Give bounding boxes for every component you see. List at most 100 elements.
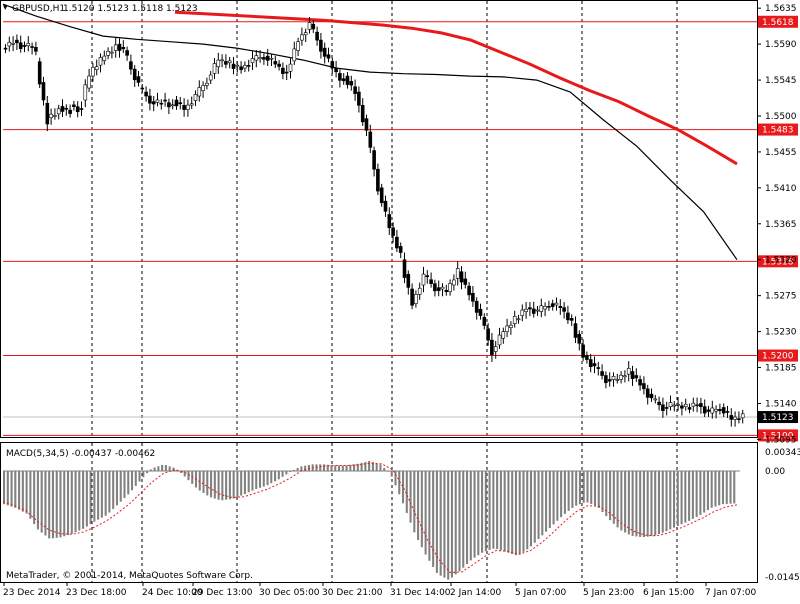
macd-bar-52 [198, 471, 201, 491]
candle-body-63 [243, 65, 247, 69]
candle-body-13 [53, 115, 57, 117]
candle-body-159 [607, 379, 612, 382]
candle-body-54 [208, 74, 213, 81]
candle-body-65 [250, 58, 255, 64]
candle-body-26 [102, 55, 107, 61]
macd-bar-104 [394, 471, 397, 486]
macd-bar-19 [74, 471, 77, 533]
macd-bar-36 [138, 471, 141, 482]
chart-menu-icon[interactable]: ▾ [3, 3, 8, 13]
macd-bar-48 [183, 471, 186, 477]
candle-body-95 [364, 118, 369, 131]
macd-bar-72 [274, 471, 277, 482]
macd-bar-6 [25, 471, 28, 514]
macd-bar-4 [18, 471, 21, 510]
x-tick-label-2: 24 Dec 10:00 [142, 588, 203, 598]
macd-bar-45 [172, 467, 175, 471]
candle-body-49 [189, 103, 194, 106]
macd-bar-17 [66, 471, 70, 536]
macd-bar-120 [454, 471, 457, 575]
macd-bar-37 [142, 471, 145, 478]
macd-bar-155 [586, 471, 589, 503]
candle-body-72 [277, 63, 281, 67]
candle-body-94 [360, 105, 365, 123]
candle-body-194 [740, 413, 745, 419]
macd-bar-144 [545, 471, 548, 532]
macd-bar-108 [409, 471, 412, 523]
candle-body-157 [600, 371, 604, 376]
macd-bar-132 [499, 471, 502, 551]
macd-bar-40 [153, 467, 156, 471]
candle-body-32 [125, 50, 129, 56]
macd-bar-142 [537, 471, 540, 539]
candle-body-162 [619, 374, 623, 380]
macd-bar-12 [48, 471, 51, 539]
candle-body-138 [528, 307, 532, 310]
candle-body-142 [543, 306, 547, 310]
macd-bar-56 [213, 471, 216, 499]
macd-bar-133 [503, 471, 506, 552]
candle-body-105 [402, 259, 407, 278]
candle-body-119 [455, 268, 460, 279]
macd-bar-100 [379, 464, 382, 471]
macd-bar-106 [401, 471, 405, 504]
candle-body-148 [566, 312, 570, 321]
macd-bar-39 [149, 469, 152, 471]
candle-body-4 [18, 42, 23, 49]
macd-bar-77 [292, 469, 295, 471]
candle-body-6 [26, 43, 31, 47]
y-tick-label-8: 1.5275 [765, 292, 797, 302]
macd-bar-18 [70, 471, 73, 534]
candle-body-43 [167, 102, 171, 108]
macd-bar-111 [420, 471, 423, 548]
candle-body-20 [79, 108, 84, 110]
macd-bar-90 [341, 465, 344, 471]
candle-body-99 [379, 187, 384, 204]
macd-bar-156 [590, 471, 593, 504]
y-tick-label-0: 1.5635 [765, 4, 797, 14]
candle-body-89 [341, 78, 346, 82]
candle-body-71 [273, 61, 278, 65]
macd-bar-25 [97, 471, 100, 520]
candle-body-125 [478, 308, 483, 316]
candle-body-181 [691, 402, 696, 407]
candle-body-23 [91, 66, 95, 77]
macd-bar-98 [371, 462, 374, 471]
candle-body-52 [201, 85, 205, 92]
candle-body-85 [326, 54, 331, 59]
candle-body-186 [710, 407, 715, 414]
macd-bar-190 [718, 471, 721, 506]
macd-bar-35 [134, 471, 137, 486]
macd-bar-176 [665, 471, 668, 532]
candle-body-17 [68, 109, 72, 114]
y-tick-label-5: 1.5410 [765, 184, 797, 194]
candle-body-109 [417, 287, 422, 295]
candle-body-45 [174, 99, 179, 107]
candle-body-180 [687, 407, 692, 410]
candle-body-189 [721, 407, 726, 414]
x-tick-label-3: 29 Dec 13:00 [192, 588, 253, 598]
candle-body-188 [718, 409, 722, 411]
candle-body-46 [178, 102, 183, 105]
macd-bar-30 [115, 471, 118, 506]
candle-body-166 [634, 375, 639, 379]
macd-bar-69 [262, 471, 265, 487]
x-tick-label-10: 6 Jan 15:00 [643, 588, 695, 598]
macd-bar-79 [300, 466, 303, 471]
macd-bar-137 [518, 471, 521, 555]
candle-body-48 [186, 104, 190, 110]
candle-body-59 [227, 60, 232, 64]
candle-body-178 [680, 405, 684, 409]
macd-bar-53 [202, 471, 205, 493]
candle-body-137 [524, 308, 528, 312]
macd-bar-103 [390, 471, 393, 477]
macd-bar-110 [417, 471, 420, 540]
ma-fast-line [2, 3, 738, 261]
candle-body-134 [512, 316, 517, 324]
macd-bar-10 [40, 471, 43, 533]
macd-bar-11 [44, 471, 47, 536]
macd-axis-top: 0.00343 [765, 448, 800, 458]
